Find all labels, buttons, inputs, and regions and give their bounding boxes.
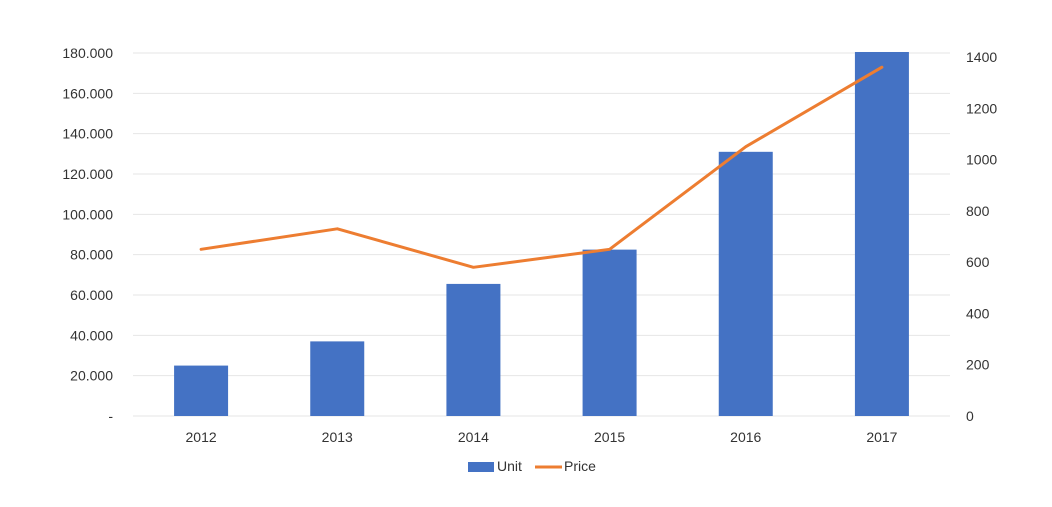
y-tick-label: - [108, 408, 113, 424]
x-axis-ticks: 2012 2013 2014 2015 2016 2017 [186, 429, 898, 445]
x-tick-label: 2013 [322, 429, 353, 445]
price-line [199, 65, 884, 269]
y2-tick-label: 800 [966, 203, 990, 219]
y-tick-label: 60.000 [70, 287, 113, 303]
y2-tick-label: 1200 [966, 100, 997, 116]
legend-unit-label: Unit [497, 458, 522, 474]
bar [582, 249, 637, 416]
x-tick-label: 2016 [730, 429, 761, 445]
right-axis-ticks: 0 200 400 600 800 1000 1200 1400 [966, 49, 997, 424]
bar [718, 151, 773, 417]
left-axis-ticks: - 20.000 40.000 60.000 80.000 100.000 120.000 1… [62, 45, 113, 424]
y-tick-label: 120.000 [62, 166, 113, 182]
y-tick-label: 100.000 [62, 206, 113, 222]
y-tick-label: 140.000 [62, 126, 113, 142]
legend-unit-swatch [468, 462, 494, 472]
y2-tick-label: 400 [966, 305, 990, 321]
bar [446, 283, 501, 416]
x-tick-label: 2015 [594, 429, 625, 445]
legend: Unit Price [468, 458, 596, 474]
bar [174, 365, 229, 416]
y-tick-label: 180.000 [62, 45, 113, 61]
y2-tick-label: 600 [966, 254, 990, 270]
x-tick-label: 2014 [458, 429, 489, 445]
x-tick-label: 2012 [186, 429, 217, 445]
bar [854, 51, 909, 416]
y2-tick-label: 1400 [966, 49, 997, 65]
y2-tick-label: 1000 [966, 152, 997, 168]
unit-bars [174, 51, 909, 417]
y-tick-label: 160.000 [62, 85, 113, 101]
y2-tick-label: 0 [966, 408, 974, 424]
gridlines [133, 52, 950, 417]
y-tick-label: 20.000 [70, 368, 113, 384]
y-tick-label: 80.000 [70, 247, 113, 263]
price-series-line [199, 65, 884, 269]
bar [310, 341, 365, 416]
y-tick-label: 40.000 [70, 327, 113, 343]
x-tick-label: 2017 [866, 429, 897, 445]
legend-price-label: Price [564, 458, 596, 474]
y2-tick-label: 200 [966, 357, 990, 373]
